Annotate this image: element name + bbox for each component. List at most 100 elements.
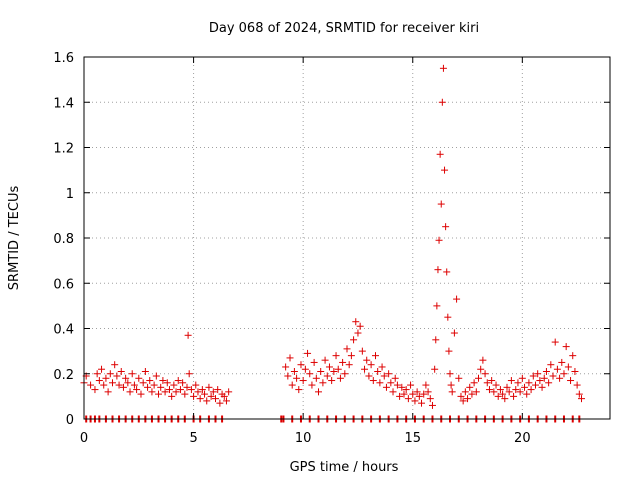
- data-point: [569, 352, 577, 360]
- data-point: [393, 381, 401, 389]
- data-point: [325, 363, 333, 371]
- data-point: [163, 379, 171, 387]
- x-tick-label: 0: [80, 431, 88, 446]
- data-point: [531, 381, 539, 389]
- data-point: [389, 388, 397, 396]
- data-point: [490, 388, 498, 396]
- data-point: [479, 356, 487, 364]
- axis-ticks: [83, 56, 610, 420]
- data-point: [457, 392, 465, 400]
- data-point: [387, 379, 395, 387]
- data-point: [536, 377, 544, 385]
- data-point: [187, 386, 195, 394]
- data-point: [432, 336, 440, 344]
- data-point: [301, 365, 309, 373]
- data-point: [510, 392, 518, 400]
- x-tick-label: 15: [404, 431, 421, 446]
- data-point: [183, 383, 191, 391]
- data-point: [499, 390, 507, 398]
- data-point: [108, 379, 116, 387]
- data-point: [205, 383, 213, 391]
- data-point: [371, 352, 379, 360]
- data-point: [503, 383, 511, 391]
- data-point: [567, 377, 575, 385]
- data-point: [126, 388, 134, 396]
- data-point: [413, 388, 421, 396]
- data-point: [542, 367, 550, 375]
- data-point: [119, 383, 127, 391]
- data-point: [367, 361, 375, 369]
- chart-title: Day 068 of 2024, SRMTID for receiver kir…: [209, 21, 479, 36]
- data-point: [339, 358, 347, 366]
- data-point: [144, 383, 152, 391]
- data-point: [299, 377, 307, 385]
- data-point: [501, 395, 509, 403]
- data-point: [358, 347, 366, 355]
- data-point: [190, 392, 198, 400]
- data-point: [564, 363, 572, 371]
- data-point: [545, 379, 553, 387]
- y-tick-label: 0: [66, 413, 74, 428]
- data-point: [453, 295, 461, 303]
- data-point: [382, 383, 390, 391]
- data-point: [439, 64, 447, 72]
- data-point: [464, 395, 472, 403]
- data-point: [411, 397, 419, 405]
- data-point: [438, 98, 446, 106]
- data-point: [455, 374, 463, 382]
- data-point: [165, 386, 173, 394]
- data-point: [445, 347, 453, 355]
- data-point: [516, 388, 524, 396]
- data-point: [157, 383, 165, 391]
- data-point: [575, 390, 583, 398]
- data-point: [161, 388, 169, 396]
- data-point: [328, 377, 336, 385]
- data-point: [312, 374, 320, 382]
- data-point: [402, 386, 410, 394]
- data-point: [538, 383, 546, 391]
- data-point: [122, 374, 130, 382]
- data-point: [323, 372, 331, 380]
- data-point: [549, 372, 557, 380]
- data-point: [374, 367, 382, 375]
- x-tick-label: 5: [189, 431, 197, 446]
- data-point: [176, 386, 184, 394]
- data-point: [361, 365, 369, 373]
- data-point: [113, 372, 121, 380]
- data-point: [556, 374, 564, 382]
- data-point: [203, 397, 211, 405]
- data-point: [220, 392, 228, 400]
- data-point: [214, 386, 222, 394]
- data-point: [446, 370, 454, 378]
- data-point: [409, 390, 417, 398]
- x-tick-label: 10: [295, 431, 312, 446]
- data-point: [521, 383, 529, 391]
- data-point: [133, 386, 141, 394]
- data-point: [578, 395, 586, 403]
- data-point: [424, 388, 432, 396]
- data-point: [436, 150, 444, 158]
- data-point: [354, 329, 362, 337]
- data-point: [481, 370, 489, 378]
- y-tick-label: 0.4: [53, 323, 74, 338]
- data-point: [111, 361, 119, 369]
- data-point: [470, 379, 478, 387]
- data-point: [435, 236, 443, 244]
- data-point: [194, 388, 202, 396]
- data-point: [444, 313, 452, 321]
- data-point: [450, 329, 458, 337]
- data-point: [472, 388, 480, 396]
- data-point: [170, 381, 178, 389]
- data-point: [216, 399, 224, 407]
- data-point: [540, 374, 548, 382]
- y-tick-label: 0.6: [53, 277, 74, 292]
- data-point: [115, 381, 123, 389]
- data-point: [225, 388, 233, 396]
- y-axis-label: SRMTID / TECUs: [7, 186, 22, 291]
- data-point: [172, 388, 180, 396]
- y-tick-label: 1.6: [53, 51, 74, 66]
- data-point: [534, 370, 542, 378]
- data-point: [492, 381, 500, 389]
- data-point: [525, 379, 533, 387]
- data-point: [447, 381, 455, 389]
